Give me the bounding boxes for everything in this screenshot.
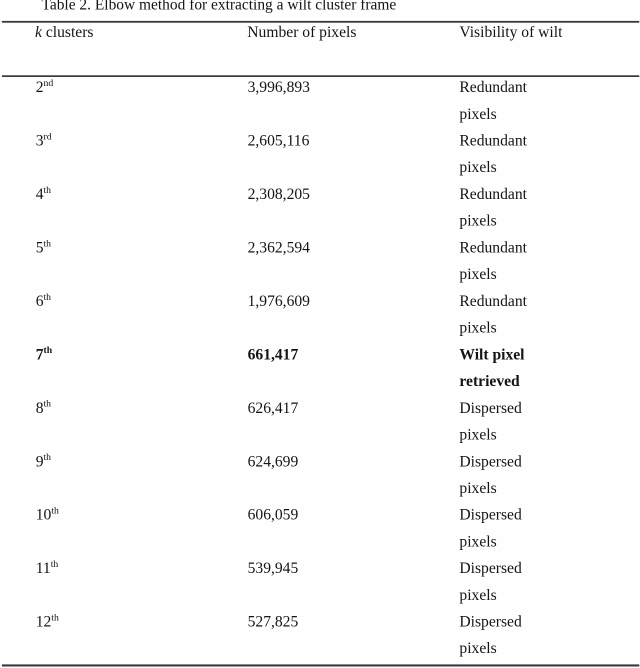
svg-text:pixels: pixels [459,533,496,550]
svg-text:10th: 10th [36,506,59,524]
svg-text:pixels: pixels [459,106,496,123]
svg-text:Redundant: Redundant [459,293,527,310]
svg-text:pixels: pixels [459,426,496,443]
svg-text:Redundant: Redundant [459,79,527,96]
svg-text:8th: 8th [36,399,51,417]
svg-text:626,417: 626,417 [248,400,299,417]
svg-text:9th: 9th [36,452,51,470]
svg-text:pixels: pixels [459,213,496,230]
svg-text:pixels: pixels [459,640,496,657]
svg-text:1,976,609: 1,976,609 [248,293,311,310]
svg-text:pixels: pixels [459,480,496,497]
svg-text:606,059: 606,059 [248,507,299,524]
svg-text:661,417: 661,417 [248,346,299,363]
svg-text:2,362,594: 2,362,594 [248,240,311,257]
svg-text:4th: 4th [36,185,51,203]
svg-text:pixels: pixels [459,266,496,283]
svg-text:Dispersed: Dispersed [459,614,522,631]
svg-text:Dispersed: Dispersed [459,453,522,470]
svg-text:k clusters: k clusters [35,24,93,41]
svg-text:11th: 11th [36,559,59,577]
svg-text:pixels: pixels [459,159,496,176]
svg-text:7th: 7th [36,345,53,363]
svg-text:2nd: 2nd [36,78,54,96]
svg-text:624,699: 624,699 [248,453,299,470]
svg-text:Visibility of wilt: Visibility of wilt [459,24,563,41]
svg-text:Dispersed: Dispersed [459,507,522,524]
svg-text:retrieved: retrieved [459,373,520,390]
svg-text:Dispersed: Dispersed [459,400,522,417]
svg-text:539,945: 539,945 [248,560,299,577]
svg-text:Number of pixels: Number of pixels [247,24,356,41]
svg-text:12th: 12th [36,612,59,630]
svg-text:3rd: 3rd [36,131,52,149]
svg-text:3,996,893: 3,996,893 [248,79,311,96]
svg-text:2,605,116: 2,605,116 [248,133,310,150]
svg-text:Redundant: Redundant [459,240,527,257]
svg-text:5th: 5th [36,238,51,256]
svg-text:Redundant: Redundant [459,133,527,150]
svg-text:Redundant: Redundant [459,186,527,203]
svg-text:pixels: pixels [459,587,496,604]
svg-text:pixels: pixels [459,320,496,337]
svg-text:6th: 6th [36,292,51,310]
svg-text:Wilt pixel: Wilt pixel [459,346,525,363]
svg-text:2,308,205: 2,308,205 [248,186,311,203]
svg-text:Dispersed: Dispersed [459,560,522,577]
svg-text:527,825: 527,825 [248,614,299,631]
svg-text:Table 2. Elbow method for extr: Table 2. Elbow method for extracting a w… [42,0,397,14]
